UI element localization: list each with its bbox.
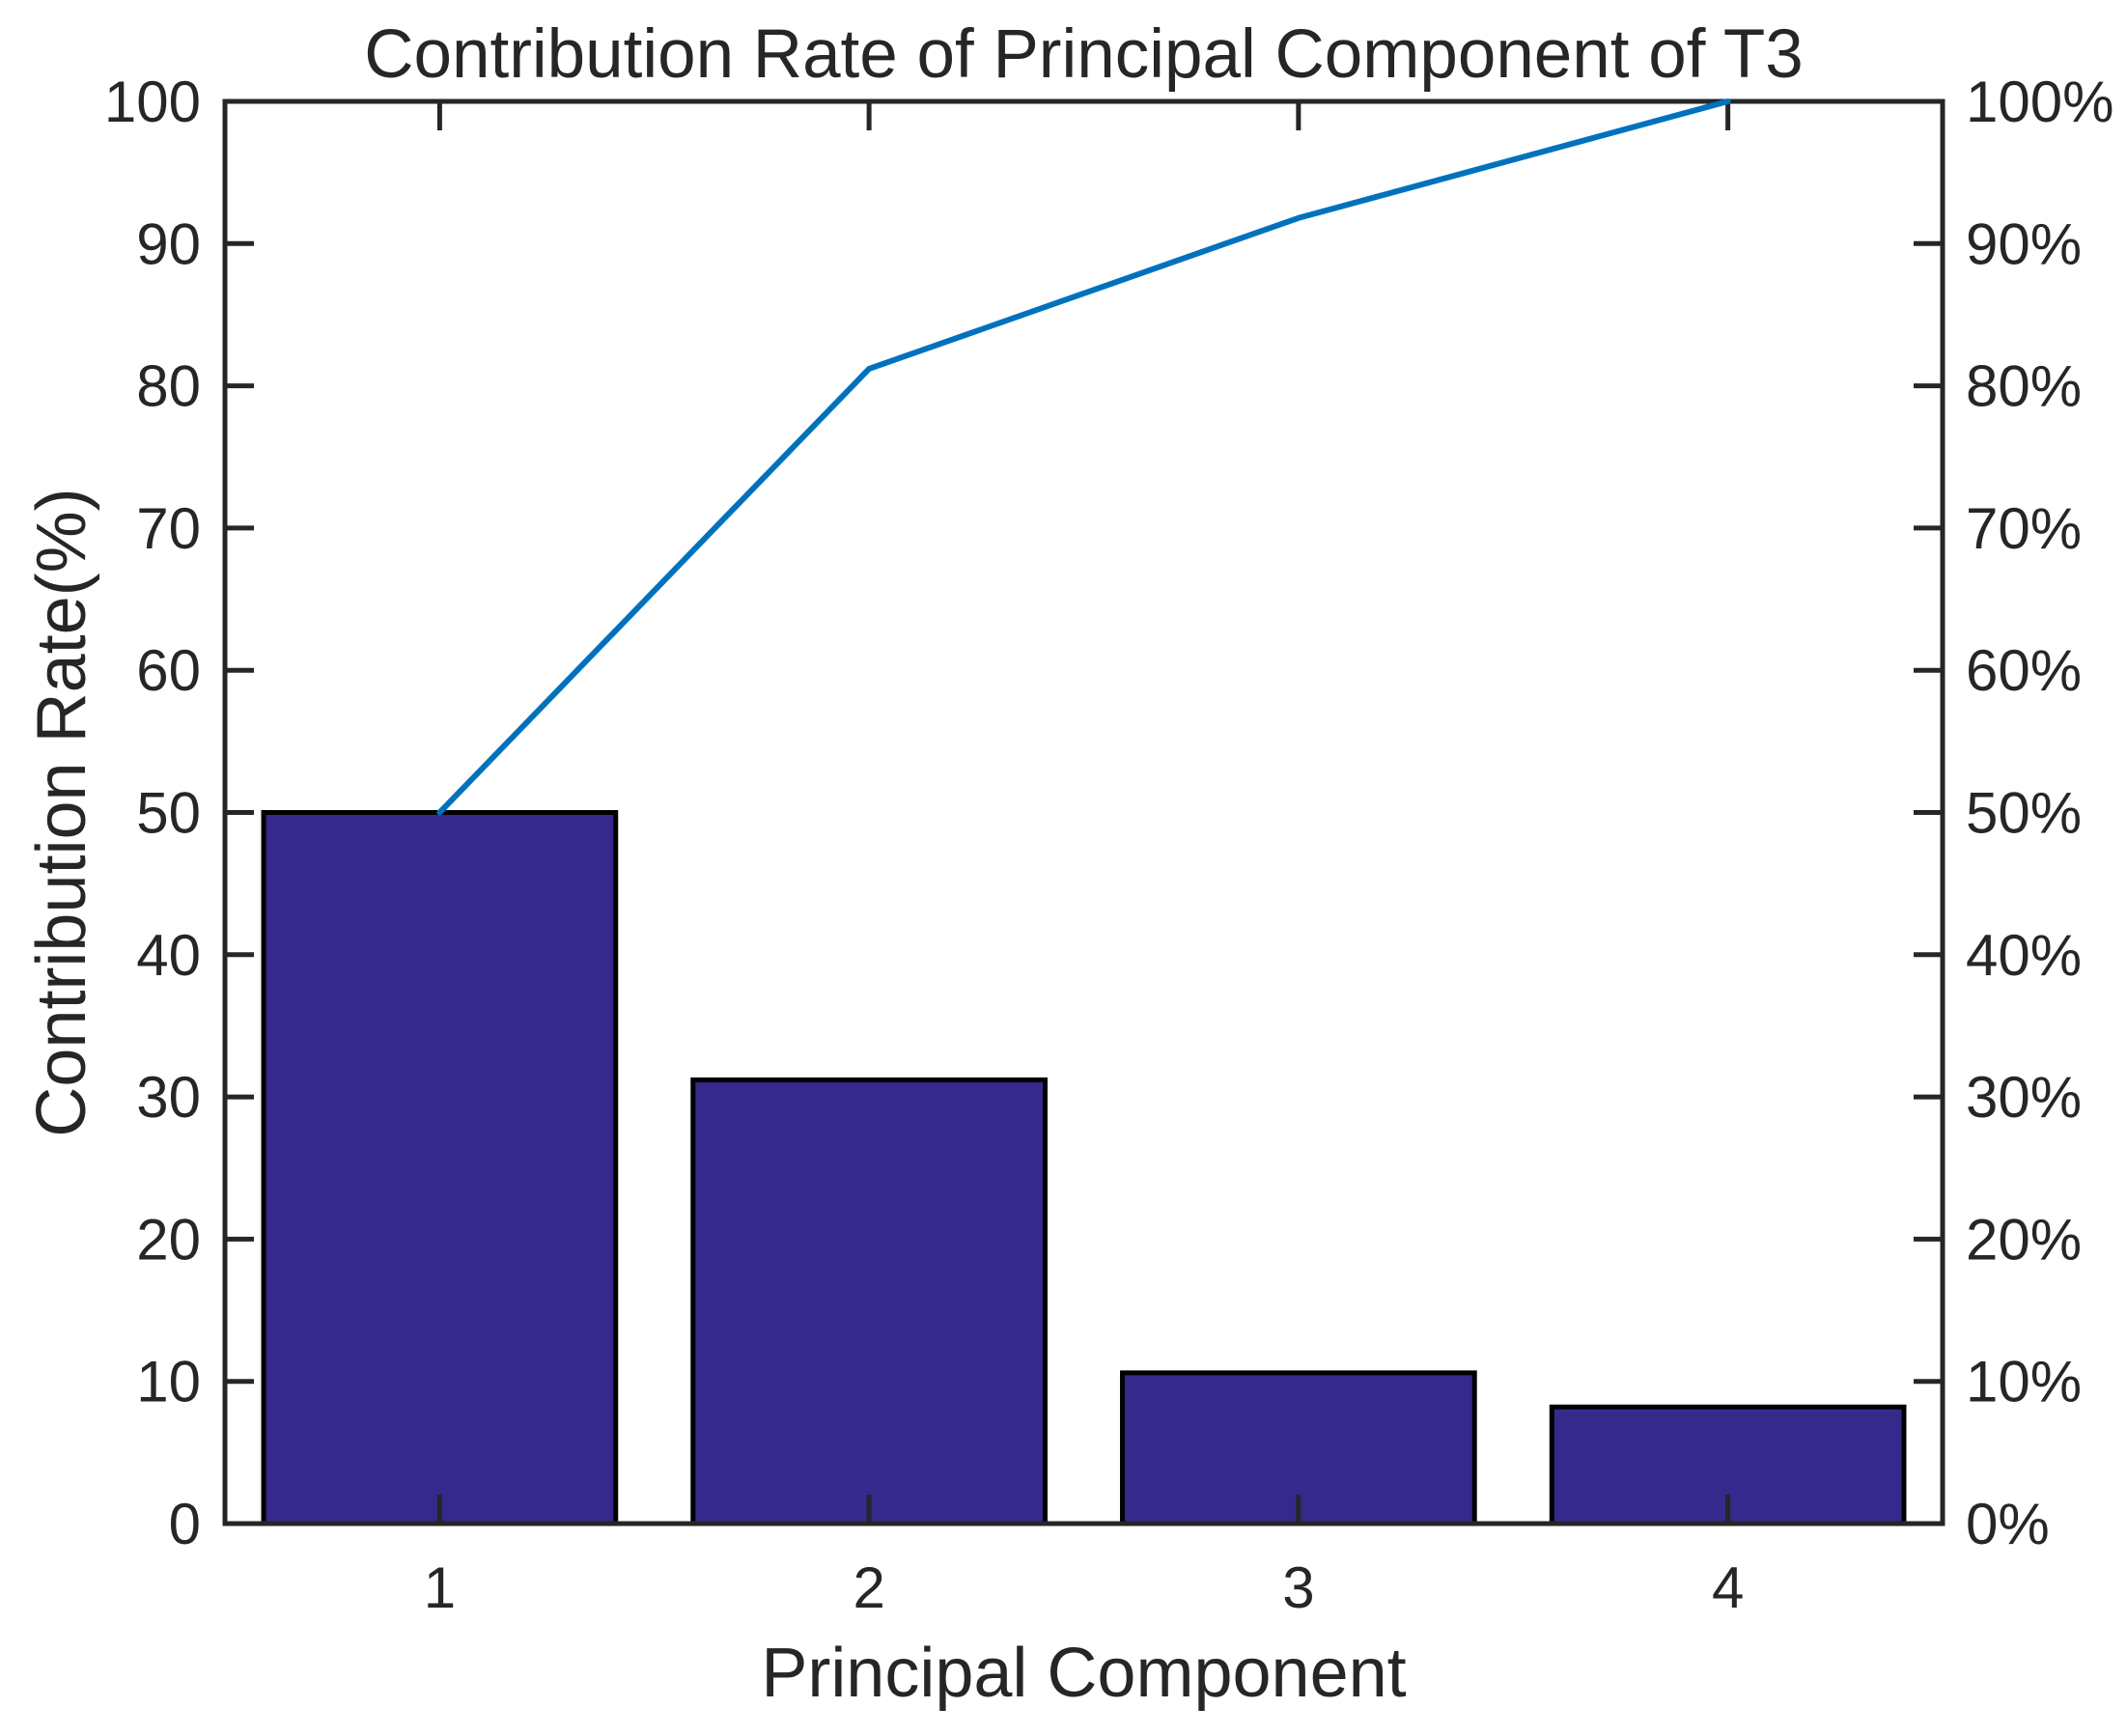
cumulative-line: [436, 98, 1731, 816]
right-axis-tick-label: 40%: [1966, 923, 2082, 988]
line-layer: [436, 98, 1731, 816]
chart-title: Contribution Rate of Principal Component…: [364, 16, 1804, 93]
tick-labels-layer: 0 10 20 30 40 50 60 70 80 90 100 0% 10% 20% 30% 40% 50% 6…: [104, 70, 2114, 1620]
left-axis-tick-label: 70: [136, 496, 201, 561]
right-axis-tick-label: 10%: [1966, 1350, 2082, 1414]
left-axis-tick-label: 30: [136, 1065, 201, 1130]
left-axis-tick-label: 0: [169, 1492, 201, 1556]
bars-layer: [261, 810, 1907, 1526]
left-axis-tick-label: 90: [136, 211, 201, 276]
axes-layer: [222, 98, 1945, 1526]
right-axis-tick-label: 80%: [1966, 354, 2082, 419]
right-axis-tick-label: 70%: [1966, 496, 2082, 561]
left-axis-tick-label: 40: [136, 923, 201, 988]
x-axis-tick-label: 4: [1712, 1555, 1744, 1620]
right-axis-tick-label: 100%: [1966, 70, 2113, 134]
bar-principal-component-2: [690, 1077, 1048, 1526]
right-axis-tick-label: 60%: [1966, 638, 2082, 703]
left-axis-tick-label: 100: [104, 70, 201, 134]
left-axis-tick-label: 50: [136, 781, 201, 846]
left-axis-tick-label: 10: [136, 1350, 201, 1414]
left-axis-tick-label: 20: [136, 1207, 201, 1272]
x-axis-label: Principal Component: [761, 1635, 1406, 1712]
x-axis-tick-label: 1: [424, 1555, 456, 1620]
x-axis-tick-label: 3: [1282, 1555, 1314, 1620]
left-axis-tick-label: 60: [136, 638, 201, 703]
right-axis-tick-label: 50%: [1966, 781, 2082, 846]
right-axis-tick-label: 30%: [1966, 1065, 2082, 1130]
x-axis-tick-label: 2: [853, 1555, 884, 1620]
bar-principal-component-1: [261, 810, 619, 1526]
y-axis-label: Contribution Rate(%): [23, 488, 100, 1136]
right-axis-tick-label: 0%: [1966, 1492, 2050, 1556]
right-axis-tick-label: 90%: [1966, 211, 2082, 276]
right-axis-tick-label: 20%: [1966, 1207, 2082, 1272]
left-axis-tick-label: 80: [136, 354, 201, 419]
